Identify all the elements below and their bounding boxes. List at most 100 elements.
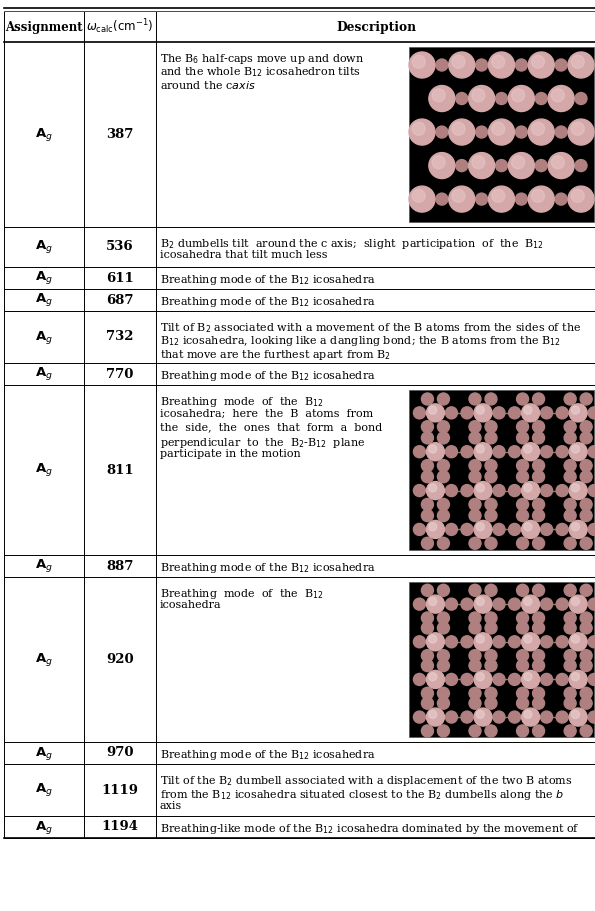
Circle shape bbox=[533, 498, 544, 510]
Circle shape bbox=[522, 404, 540, 422]
Text: Breathing mode of the B$_{12}$ icosahedra: Breathing mode of the B$_{12}$ icosahedr… bbox=[160, 369, 375, 384]
Circle shape bbox=[493, 524, 505, 536]
Circle shape bbox=[564, 622, 576, 634]
Circle shape bbox=[493, 407, 505, 419]
Text: and the whole B$_{12}$ icosahedron tilts: and the whole B$_{12}$ icosahedron tilts bbox=[160, 66, 361, 79]
Text: perpendicular  to  the  B$_{2}$-B$_{12}$  plane: perpendicular to the B$_{2}$-B$_{12}$ pl… bbox=[160, 435, 365, 449]
Text: 970: 970 bbox=[107, 746, 134, 760]
Text: icosahedra: icosahedra bbox=[160, 600, 221, 610]
Circle shape bbox=[569, 520, 587, 538]
Circle shape bbox=[461, 711, 473, 723]
Circle shape bbox=[533, 622, 544, 634]
Circle shape bbox=[522, 595, 540, 613]
Text: Breathing mode of the B$_{12}$ icosahedra: Breathing mode of the B$_{12}$ icosahedr… bbox=[160, 295, 375, 309]
Bar bbox=[409, 47, 594, 222]
Circle shape bbox=[461, 524, 473, 536]
Circle shape bbox=[555, 126, 567, 138]
Circle shape bbox=[580, 432, 592, 444]
Circle shape bbox=[409, 52, 435, 78]
Circle shape bbox=[421, 537, 433, 549]
Circle shape bbox=[428, 635, 437, 643]
Circle shape bbox=[421, 471, 433, 483]
Text: Breathing mode of the B$_{12}$ icosahedra: Breathing mode of the B$_{12}$ icosahedr… bbox=[160, 561, 375, 575]
Circle shape bbox=[474, 633, 492, 650]
Circle shape bbox=[452, 189, 465, 202]
Text: $\mathbf{A}_{\mathit{g}}$: $\mathbf{A}_{\mathit{g}}$ bbox=[35, 292, 53, 309]
Circle shape bbox=[496, 159, 508, 171]
Circle shape bbox=[446, 673, 458, 685]
Circle shape bbox=[485, 498, 497, 510]
Circle shape bbox=[580, 421, 592, 433]
Text: Breathing mode of the B$_{12}$ icosahedra: Breathing mode of the B$_{12}$ icosahedr… bbox=[160, 273, 375, 287]
Circle shape bbox=[485, 584, 497, 597]
Circle shape bbox=[552, 156, 565, 169]
Circle shape bbox=[485, 697, 497, 710]
Circle shape bbox=[493, 599, 505, 610]
Circle shape bbox=[475, 126, 488, 138]
Text: Tilt of B$_{2}$ associated with a movement of the B atoms from the sides of the: Tilt of B$_{2}$ associated with a moveme… bbox=[160, 321, 581, 335]
Circle shape bbox=[485, 421, 497, 433]
Circle shape bbox=[531, 56, 544, 68]
Circle shape bbox=[556, 485, 568, 496]
Circle shape bbox=[446, 485, 458, 496]
Circle shape bbox=[516, 471, 528, 483]
Circle shape bbox=[516, 421, 528, 433]
Circle shape bbox=[469, 421, 481, 433]
Circle shape bbox=[580, 584, 592, 597]
Text: 887: 887 bbox=[107, 559, 134, 572]
Circle shape bbox=[474, 520, 492, 538]
Circle shape bbox=[414, 524, 425, 536]
Circle shape bbox=[456, 159, 468, 171]
Circle shape bbox=[437, 697, 449, 710]
Circle shape bbox=[564, 650, 576, 661]
Circle shape bbox=[461, 407, 473, 419]
Circle shape bbox=[515, 193, 527, 205]
Circle shape bbox=[516, 537, 528, 549]
Circle shape bbox=[564, 459, 576, 472]
Circle shape bbox=[414, 599, 425, 610]
Circle shape bbox=[436, 126, 448, 138]
Circle shape bbox=[509, 673, 521, 685]
Circle shape bbox=[571, 635, 580, 643]
Text: $\mathbf{A}_{\mathit{g}}$: $\mathbf{A}_{\mathit{g}}$ bbox=[35, 462, 53, 478]
Circle shape bbox=[496, 93, 508, 105]
Circle shape bbox=[580, 393, 592, 405]
Circle shape bbox=[449, 119, 475, 145]
Text: Breathing  mode  of  the  B$_{12}$: Breathing mode of the B$_{12}$ bbox=[160, 587, 324, 601]
Text: $\mathbf{A}_{\mathit{g}}$: $\mathbf{A}_{\mathit{g}}$ bbox=[35, 782, 53, 799]
Circle shape bbox=[512, 156, 525, 169]
Circle shape bbox=[571, 445, 580, 453]
Circle shape bbox=[485, 650, 497, 661]
Circle shape bbox=[580, 498, 592, 510]
Circle shape bbox=[469, 622, 481, 634]
Circle shape bbox=[493, 711, 505, 723]
Circle shape bbox=[476, 484, 484, 492]
Circle shape bbox=[475, 59, 488, 71]
Text: $\mathbf{A}_{\mathit{g}}$: $\mathbf{A}_{\mathit{g}}$ bbox=[35, 239, 53, 255]
Circle shape bbox=[456, 93, 468, 105]
Circle shape bbox=[533, 584, 544, 597]
Circle shape bbox=[446, 524, 458, 536]
Circle shape bbox=[541, 599, 553, 610]
Circle shape bbox=[469, 725, 481, 737]
Circle shape bbox=[524, 598, 532, 606]
Bar bbox=[409, 582, 594, 737]
Circle shape bbox=[571, 122, 584, 136]
Circle shape bbox=[476, 598, 484, 606]
Text: Assignment: Assignment bbox=[5, 21, 83, 34]
Circle shape bbox=[533, 537, 544, 549]
Text: Tilt of the B$_{2}$ dumbell associated with a displacement of the two B atoms: Tilt of the B$_{2}$ dumbell associated w… bbox=[160, 774, 572, 788]
Text: axis: axis bbox=[160, 801, 182, 811]
Circle shape bbox=[580, 471, 592, 483]
Circle shape bbox=[429, 152, 455, 179]
Circle shape bbox=[569, 482, 587, 499]
Circle shape bbox=[533, 697, 544, 710]
Circle shape bbox=[469, 86, 494, 111]
Circle shape bbox=[421, 459, 433, 472]
Text: B$_{2}$ dumbells tilt  around the c axis;  slight  participation  of  the  B$_{1: B$_{2}$ dumbells tilt around the c axis;… bbox=[160, 237, 544, 251]
Circle shape bbox=[488, 186, 515, 212]
Circle shape bbox=[524, 406, 532, 415]
Circle shape bbox=[569, 633, 587, 650]
Circle shape bbox=[568, 119, 594, 145]
Circle shape bbox=[569, 708, 587, 726]
